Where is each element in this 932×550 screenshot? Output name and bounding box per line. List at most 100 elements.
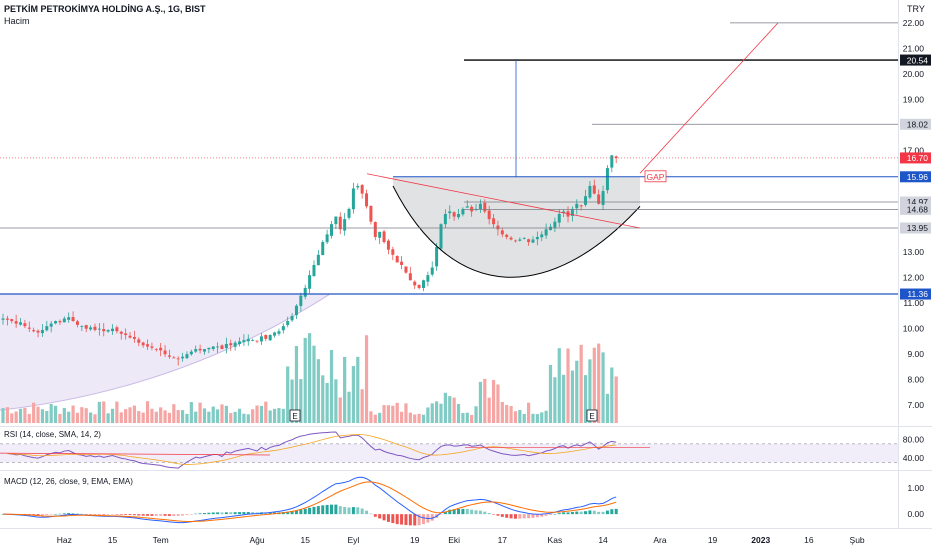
volume-bar <box>351 366 355 423</box>
volume-bar <box>45 411 49 423</box>
time-tick-label: Eyl <box>347 535 359 545</box>
macd-hist-bar <box>268 512 272 515</box>
currency-label: TRY <box>907 4 925 14</box>
rsi-label: RSI (14, close, SMA, 14, 2) <box>4 430 101 439</box>
candle-body <box>251 340 255 341</box>
price-label: 13.95 <box>907 223 929 233</box>
volume-bar <box>272 408 277 423</box>
candle-body <box>211 346 215 350</box>
volume-bar <box>97 401 101 423</box>
volume-bar <box>597 343 601 423</box>
event-marker-box <box>289 409 301 422</box>
candle-body <box>321 242 325 256</box>
volume-bar <box>461 413 465 423</box>
macd-hist-bar <box>137 514 141 516</box>
volume-bar <box>483 378 487 423</box>
candle-body <box>36 330 40 333</box>
volume-bar <box>14 411 18 423</box>
macd-hist-bar <box>58 513 62 515</box>
candle-body <box>535 236 539 240</box>
candle-body <box>338 216 342 230</box>
macd-hist-bar <box>62 513 66 515</box>
volume-bar <box>110 408 115 423</box>
candle-body <box>400 261 404 265</box>
price-tick-label: 17.00 <box>903 145 925 155</box>
macd-hist-bar <box>150 514 154 516</box>
breakout-line <box>639 22 779 174</box>
macd-hist-bar <box>610 509 614 515</box>
candle-body <box>216 346 220 348</box>
candle-body <box>391 249 395 255</box>
candle-body <box>605 168 609 191</box>
volume-bar <box>220 404 224 423</box>
axis-layer: 7.008.009.0010.0011.0012.0013.0014.0015.… <box>57 18 931 545</box>
volume-bar <box>93 414 97 423</box>
macd-hist-bar <box>334 504 338 515</box>
volume-bar <box>522 413 526 423</box>
candle-body <box>584 196 588 205</box>
volume-bar <box>154 411 158 423</box>
volume-bar <box>176 410 180 423</box>
volume-bar <box>378 412 382 423</box>
candle-body <box>128 335 132 338</box>
candle-body <box>360 185 364 194</box>
macd-hist-bar <box>487 513 491 515</box>
candle-body <box>163 350 167 355</box>
candle-body <box>334 216 338 225</box>
macd-hist-bar <box>470 509 474 515</box>
candle-body <box>67 317 71 320</box>
price-label: 20.54 <box>907 55 929 65</box>
macd-hist-bar <box>509 514 513 519</box>
volume-bar <box>413 414 417 423</box>
volume-bar <box>404 403 408 423</box>
macd-hist-bar <box>395 514 399 525</box>
cup-curve <box>392 185 641 278</box>
candle-body <box>102 329 106 332</box>
time-tick-label: Kas <box>548 535 563 545</box>
candle-body <box>106 329 110 332</box>
candle-body <box>540 234 544 238</box>
volume-bar <box>102 401 106 423</box>
candle-body <box>592 185 596 194</box>
volume-bar <box>570 370 574 423</box>
macd-hist-bar <box>614 508 618 515</box>
price-tick-label: 20.00 <box>903 69 925 79</box>
candle-body <box>246 338 250 342</box>
candle-body <box>404 266 408 273</box>
volume-bar <box>163 410 167 423</box>
macd-hist-bar <box>373 514 377 517</box>
candle-body <box>49 323 53 327</box>
volume-bar <box>71 405 75 423</box>
macd-hist-bar <box>172 514 176 516</box>
macd-hist-bar <box>338 506 342 515</box>
candle-body <box>45 326 49 331</box>
price-tick-label: 10.00 <box>903 324 925 334</box>
macd-hist-bar <box>601 511 605 515</box>
macd-hist-bar <box>75 513 79 515</box>
volume-bar <box>67 411 71 423</box>
macd-hist-bar <box>518 514 522 519</box>
candle-body <box>141 342 145 346</box>
macd-layer <box>1 476 618 526</box>
macd-hist-bar <box>290 511 294 515</box>
candle-body <box>255 340 259 342</box>
macd-hist-bar <box>84 514 88 515</box>
macd-hist-bar <box>496 514 500 516</box>
volume-bar <box>172 404 176 423</box>
macd-hist-bar <box>531 514 535 518</box>
volume-bar <box>382 405 386 423</box>
volume-bar <box>167 412 172 423</box>
candle-body <box>343 219 347 231</box>
macd-hist-bar <box>570 512 574 515</box>
volume-bar <box>509 406 513 423</box>
price-label-box <box>900 118 931 130</box>
macd-hist-bar <box>457 509 461 515</box>
candle-body <box>19 322 23 325</box>
macd-hist-bar <box>80 513 84 515</box>
volume-bar <box>325 382 329 423</box>
volume-bar <box>303 337 307 423</box>
time-tick-label: 2023 <box>751 535 770 545</box>
macd-hist-bar <box>430 514 434 521</box>
